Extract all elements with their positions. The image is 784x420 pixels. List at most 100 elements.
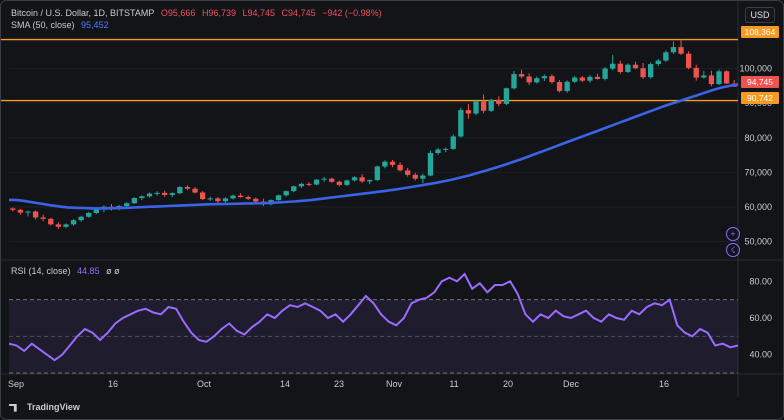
candle-body: [458, 110, 464, 137]
candle-body: [663, 52, 669, 61]
candle-body: [511, 74, 517, 89]
candle-body: [253, 198, 259, 202]
rsi-label: RSI (14, close): [11, 266, 71, 276]
candle-body: [701, 75, 707, 78]
candle-body: [723, 71, 730, 84]
candle-body: [435, 149, 441, 154]
add-plus-icon[interactable]: +: [726, 227, 740, 241]
candle-body: [534, 78, 540, 83]
candle-body: [17, 209, 24, 213]
candle-body: [78, 216, 84, 221]
candle-body: [25, 211, 31, 213]
price-tick-label: 100,000: [739, 64, 772, 74]
candle-body: [382, 161, 388, 167]
candle-body: [40, 217, 46, 219]
candle-body: [291, 186, 297, 192]
tradingview-mark-icon: [9, 403, 17, 412]
time-tick-label: 16: [659, 379, 669, 389]
rsi-extra: ø ø: [106, 266, 120, 276]
candle-body: [617, 63, 623, 73]
candle-body: [488, 100, 494, 111]
sma-label: SMA (50, close): [11, 20, 75, 30]
rsi-tick-label: 80.00: [749, 276, 772, 286]
candle-body: [465, 110, 472, 114]
lightning-icon[interactable]: ☇: [726, 243, 740, 257]
candle-body: [367, 180, 373, 182]
candle-body: [131, 198, 137, 204]
low-value: L94,745: [242, 8, 276, 18]
candle-body: [450, 136, 456, 149]
candle-body: [374, 166, 380, 181]
price-tick-label: 50,000: [744, 237, 772, 247]
rsi-legend[interactable]: RSI (14, close) 44.85 ø ø: [11, 266, 124, 276]
sma-value: 95,452: [81, 20, 109, 30]
candle-body: [351, 177, 358, 181]
candle-body: [708, 75, 715, 85]
candle-body: [124, 203, 130, 207]
candle-body: [648, 64, 654, 78]
candle-body: [199, 192, 206, 200]
candle-body: [503, 88, 510, 104]
candle-body: [237, 195, 244, 198]
candle-body: [556, 82, 563, 92]
candle-body: [518, 74, 525, 77]
candle-body: [420, 175, 426, 179]
rsi-line: [8, 272, 739, 362]
candle-body: [549, 76, 555, 83]
candle-body: [70, 220, 77, 225]
candle-body: [587, 76, 593, 81]
time-tick-label: Nov: [386, 379, 403, 389]
candle-body: [610, 63, 616, 69]
time-tick-label: 11: [449, 379, 458, 389]
candle-body: [329, 178, 335, 182]
candle-body: [321, 178, 327, 180]
candle-body: [594, 76, 601, 79]
candle-body: [632, 64, 639, 69]
candle-body: [184, 186, 191, 189]
candle-body: [139, 196, 145, 199]
candle-body: [55, 224, 62, 227]
price-tick-label: 70,000: [744, 167, 772, 177]
time-tick-label: Sep: [8, 379, 24, 389]
resistance-price-tag: 108,364: [741, 26, 779, 38]
time-tick-label: 20: [503, 379, 513, 389]
candle-body: [146, 193, 153, 197]
candle-body: [541, 76, 548, 79]
candle-body: [389, 161, 396, 165]
sma-legend[interactable]: SMA (50, close) 95,452: [11, 20, 113, 30]
candle-body: [215, 198, 221, 202]
candle-body: [564, 81, 570, 92]
close-value: C94,745: [281, 8, 316, 18]
candle-body: [86, 212, 92, 217]
candle-body: [625, 64, 631, 73]
candle-body: [526, 76, 532, 83]
support-price-tag: 90,742: [741, 92, 779, 104]
candle-body: [359, 177, 365, 182]
symbol-title: Bitcoin / U.S. Dollar, 1D, BITSTAMP: [11, 8, 155, 18]
candle-body: [344, 180, 350, 185]
rsi-tick-label: 60.00: [749, 313, 772, 323]
candle-body: [306, 183, 312, 185]
candle-body: [397, 164, 403, 171]
candle-body: [169, 193, 175, 195]
time-tick-label: Dec: [563, 379, 580, 389]
candle-body: [442, 148, 449, 150]
candle-body: [670, 47, 677, 53]
time-tick-label: 14: [280, 379, 290, 389]
candle-body: [427, 153, 434, 176]
candle-body: [192, 188, 198, 193]
rsi-value: 44.85: [77, 266, 100, 276]
candle-body: [579, 77, 585, 81]
time-tick-label: Oct: [197, 379, 212, 389]
open-value: O95,666: [160, 8, 196, 18]
candle-body: [640, 68, 646, 78]
candle-body: [48, 218, 54, 225]
currency-button[interactable]: USD: [745, 7, 775, 23]
candle-body: [572, 77, 578, 82]
sma-line: [8, 83, 739, 210]
candle-body: [313, 179, 320, 185]
candle-body: [298, 183, 305, 187]
candle-body: [678, 47, 684, 54]
